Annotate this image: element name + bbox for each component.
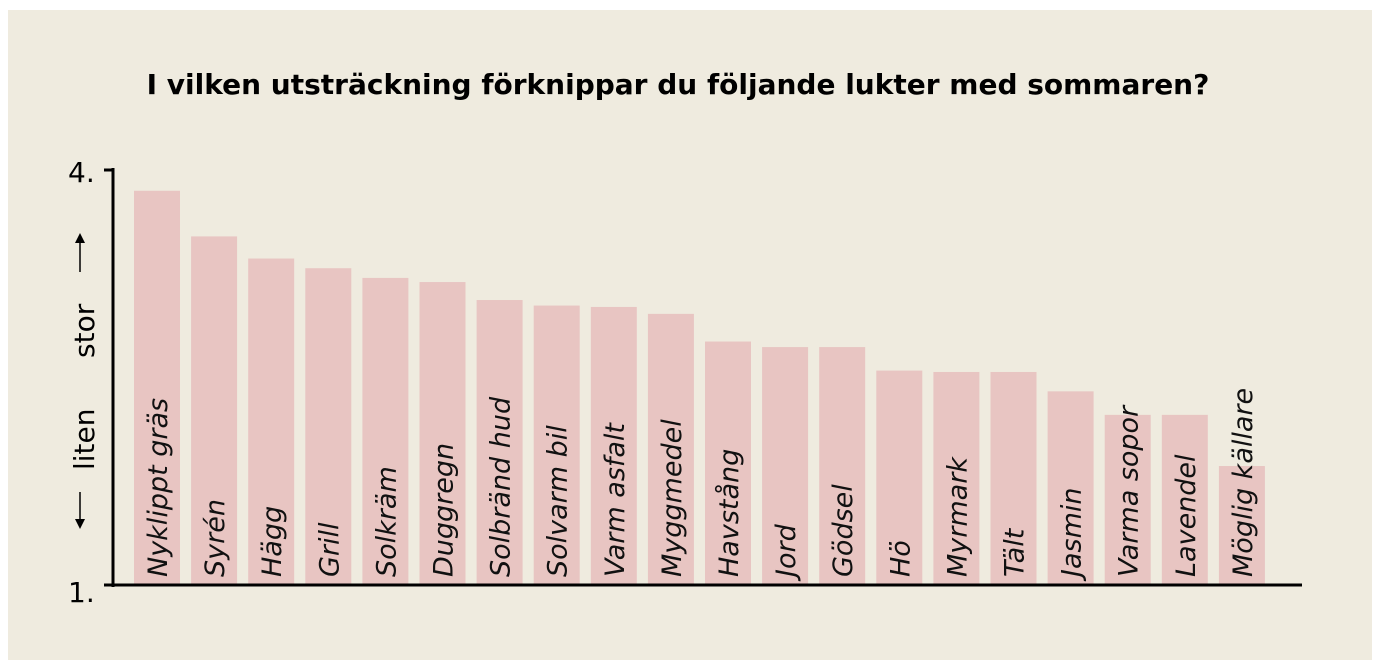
bar-17 (1047, 391, 1094, 585)
bar-label-15: Myrmark (942, 456, 973, 577)
bar-18 (1104, 414, 1151, 585)
bar-11 (705, 341, 751, 585)
bar-label-6: Duggregn (429, 443, 460, 577)
bar-3 (248, 258, 295, 585)
bar-16 (990, 371, 1037, 585)
bar-15 (933, 371, 980, 585)
bar-1 (134, 190, 180, 585)
bar-label-13: Gödsel (828, 484, 859, 577)
chart-frame: I vilken utsträckning förknippar du följ… (8, 10, 1372, 660)
bar-2 (191, 236, 238, 585)
bar-5 (362, 277, 409, 585)
bar-label-10: Myggmedel (657, 419, 688, 577)
bar-chart: I vilken utsträckning förknippar du följ… (68, 68, 1302, 609)
bar-6 (419, 282, 466, 585)
y-tick-label-top: 4. (68, 156, 95, 189)
bar-label-20: Möglig källare (1228, 388, 1259, 577)
bar-label-18: Varma sopor (1114, 404, 1145, 577)
bar-9 (590, 306, 637, 585)
bar-label-12: Jord (771, 523, 802, 582)
bar-label-4: Grill (314, 522, 345, 577)
y-label-high: stor (68, 303, 101, 358)
bar-label-19: Lavendel (1171, 454, 1202, 577)
y-label-low: liten (68, 408, 101, 470)
bar-label-17: Jasmin (1057, 488, 1088, 583)
bar-label-3: Hägg (257, 506, 288, 577)
bar-20 (1218, 466, 1265, 585)
chart-title: I vilken utsträckning förknippar du följ… (147, 68, 1210, 101)
bar-4 (305, 268, 352, 585)
bar-12 (762, 347, 809, 585)
bar-7 (476, 300, 523, 585)
bar-label-2: Syrén (200, 499, 231, 577)
bar-label-11: Havstång (714, 449, 745, 577)
bar-19 (1161, 414, 1208, 585)
bars: Nyklippt gräs Syrén Hägg Grill Solkräm Duggre… (134, 190, 1265, 585)
bar-label-8: Solvarm bil (543, 425, 574, 577)
bar-label-7: Solbränd hud (486, 396, 517, 577)
bar-10 (647, 313, 694, 585)
bar-label-14: Hö (885, 540, 916, 577)
bar-label-1: Nyklippt gräs (143, 398, 174, 577)
bar-label-16: Tält (1000, 527, 1031, 577)
bar-14 (876, 370, 923, 585)
bar-13 (819, 347, 866, 585)
y-tick-label-bottom: 1. (68, 576, 95, 609)
bar-label-9: Varm asfalt (600, 422, 631, 577)
bar-8 (533, 305, 580, 585)
bar-label-5: Solkräm (371, 466, 402, 577)
